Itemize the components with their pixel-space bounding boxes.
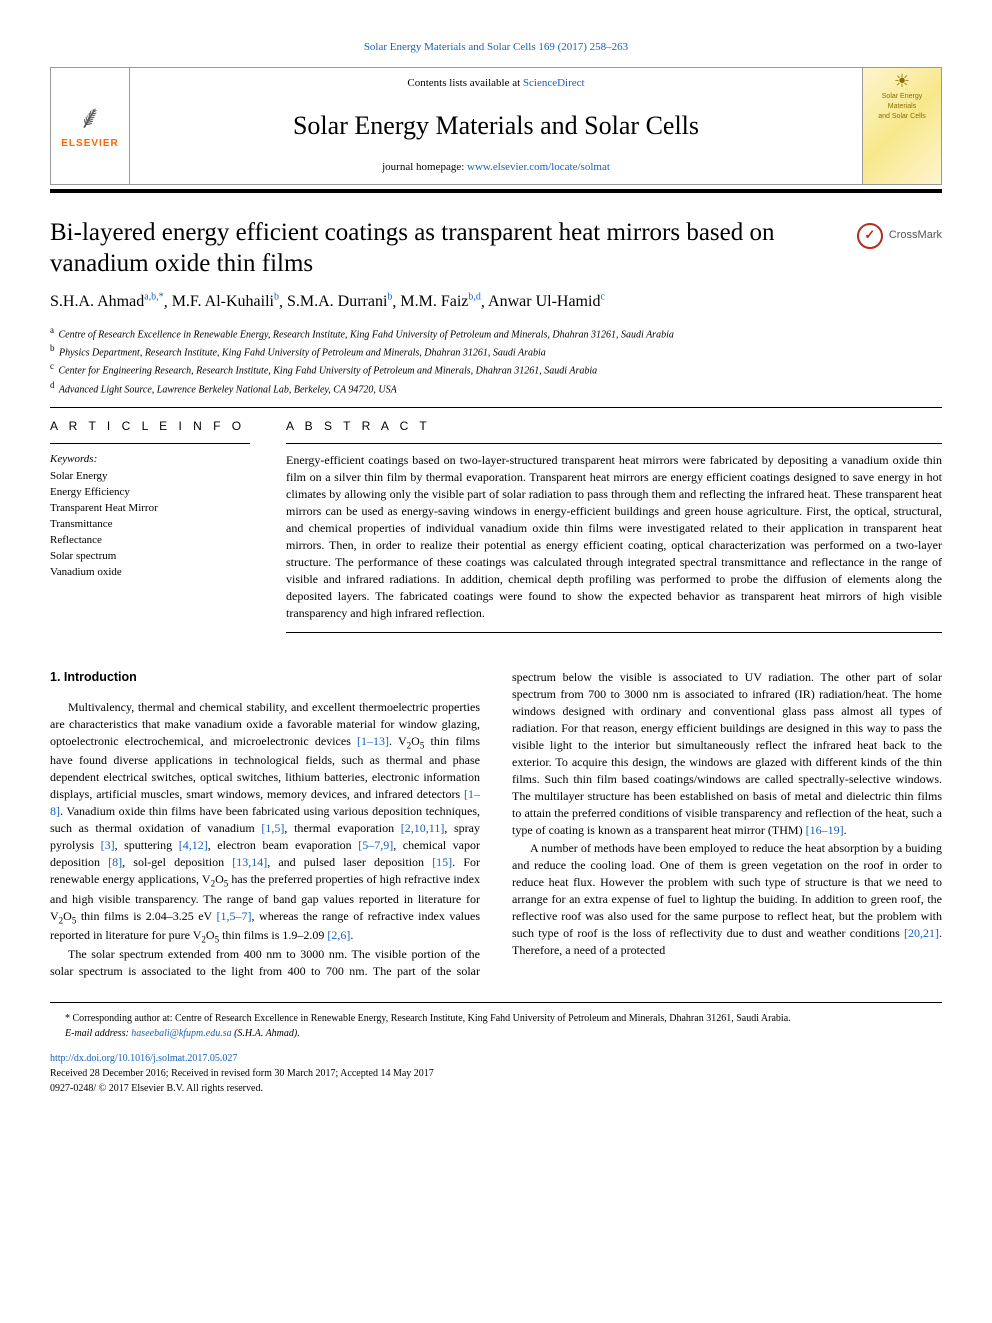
abstract: A B S T R A C T Energy-efficient coating… [286,418,942,641]
info-rule [50,443,250,444]
header-center: Contents lists available at ScienceDirec… [130,67,862,184]
crossmark-icon: ✓ [857,223,883,249]
keyword: Energy Efficiency [50,485,250,501]
abstract-rule [286,443,942,444]
footnotes: * Corresponding author at: Centre of Res… [50,1002,942,1041]
ref-link[interactable]: [1,5] [261,821,284,835]
ref-link[interactable]: [3] [101,838,115,852]
title-row: Bi-layered energy efficient coatings as … [50,217,942,280]
elsevier-tree-icon: ⸙ [78,101,102,133]
ref-link[interactable]: [5–7,9] [358,838,393,852]
author: S.H.A. Ahmada,b,* [50,293,164,310]
journal-cover: ☀ Solar Energy Materials and Solar Cells [862,67,942,184]
doi-link[interactable]: http://dx.doi.org/10.1016/j.solmat.2017.… [50,1053,237,1064]
contents-prefix: Contents lists available at [407,77,522,89]
keyword: Vanadium oxide [50,565,250,581]
ref-link[interactable]: [2,6] [327,928,350,942]
article-info-heading: A R T I C L E I N F O [50,418,250,435]
affiliation: c Center for Engineering Research, Resea… [50,360,942,378]
introduction-heading: 1. Introduction [50,669,480,687]
email-line: E-mail address: haseebali@kfupm.edu.sa (… [50,1026,942,1041]
email-link[interactable]: haseebali@kfupm.edu.sa [131,1028,231,1039]
homepage-prefix: journal homepage: [382,161,467,173]
abstract-heading: A B S T R A C T [286,418,942,435]
homepage-line: journal homepage: www.elsevier.com/locat… [142,160,850,175]
ref-link[interactable]: [1,5–7] [217,909,252,923]
journal-header: ⸙ ELSEVIER Contents lists available at S… [50,67,942,184]
author: M.M. Faizb,d [400,293,481,310]
ref-link[interactable]: [1–13] [357,734,389,748]
homepage-link[interactable]: www.elsevier.com/locate/solmat [467,161,610,173]
ref-link[interactable]: [16–19] [806,823,844,837]
keyword: Transmittance [50,517,250,533]
corresponding-author: * Corresponding author at: Centre of Res… [50,1011,942,1026]
crossmark-label: CrossMark [889,228,942,243]
keywords-list: Solar Energy Energy Efficiency Transpare… [50,469,250,581]
affiliation: b Physics Department, Research Institute… [50,342,942,360]
ref-link[interactable]: [8] [108,855,122,869]
article-info: A R T I C L E I N F O Keywords: Solar En… [50,418,250,641]
elsevier-label: ELSEVIER [61,137,118,151]
author-list: S.H.A. Ahmada,b,*, M.F. Al-Kuhailib, S.M… [50,291,942,314]
citation-link[interactable]: Solar Energy Materials and Solar Cells 1… [50,40,942,55]
abstract-rule-bottom [286,632,942,633]
author: S.M.A. Durranib [287,293,392,310]
ref-link[interactable]: [13,14] [232,855,267,869]
info-abstract-row: A R T I C L E I N F O Keywords: Solar En… [50,418,942,641]
journal-name: Solar Energy Materials and Solar Cells [142,108,850,144]
keyword: Solar Energy [50,469,250,485]
ref-link[interactable]: [4,12] [179,838,208,852]
article-history: Received 28 December 2016; Received in r… [50,1066,942,1081]
copyright: 0927-0248/ © 2017 Elsevier B.V. All righ… [50,1081,942,1096]
keyword: Transparent Heat Mirror [50,501,250,517]
article-title: Bi-layered energy efficient coatings as … [50,217,841,280]
keyword: Reflectance [50,533,250,549]
author: M.F. Al-Kuhailib [172,293,279,310]
affiliation: a Centre of Research Excellence in Renew… [50,324,942,342]
ref-link[interactable]: [2,10,11] [401,821,445,835]
keyword: Solar spectrum [50,549,250,565]
intro-p3: A number of methods have been employed t… [512,840,942,959]
sciencedirect-link[interactable]: ScienceDirect [523,77,585,89]
affiliation: d Advanced Light Source, Lawrence Berkel… [50,379,942,397]
body-columns: 1. Introduction Multivalency, thermal an… [50,669,942,980]
affiliations: a Centre of Research Excellence in Renew… [50,324,942,397]
crossmark-badge[interactable]: ✓ CrossMark [857,223,942,249]
cover-line2: and Solar Cells [878,112,925,122]
cover-line1: Solar Energy Materials [867,92,937,112]
ref-link[interactable]: [15] [432,855,452,869]
elsevier-logo: ⸙ ELSEVIER [50,67,130,184]
doi-block: http://dx.doi.org/10.1016/j.solmat.2017.… [50,1051,942,1096]
author: Anwar Ul-Hamidc [488,293,605,310]
ref-link[interactable]: [20,21] [904,926,939,940]
rule [50,407,942,408]
contents-line: Contents lists available at ScienceDirec… [142,76,850,91]
keywords-label: Keywords: [50,452,250,467]
abstract-text: Energy-efficient coatings based on two-l… [286,452,942,622]
intro-p1: Multivalency, thermal and chemical stabi… [50,699,480,946]
thick-rule [50,189,942,193]
